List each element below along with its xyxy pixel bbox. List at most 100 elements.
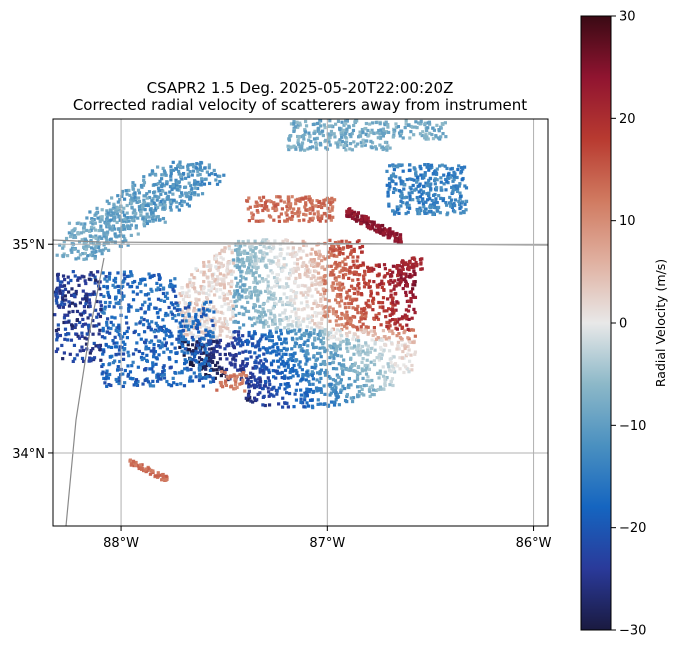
echo-cell [249,296,253,300]
echo-cell [293,280,297,284]
echo-cell [224,367,229,372]
echo-cell [264,239,268,244]
echo-cell [291,271,295,275]
echo-cell [318,351,322,355]
echo-cell [279,348,284,353]
echo-cell [299,397,303,401]
echo-cell [323,279,327,283]
echo-cell [169,331,173,335]
echo-cell [459,205,463,209]
echo-cell [208,268,212,272]
echo-cell [278,285,282,289]
echo-cell [346,319,350,324]
echo-cell [202,343,206,347]
echo-cell [357,343,361,347]
echo-cell [234,338,238,342]
echo-cell [102,348,106,352]
echo-cell [123,381,127,385]
echo-cell [329,353,333,357]
echo-cell [368,225,372,230]
echo-cell [187,312,191,316]
echo-cell [282,292,286,296]
echo-cell [198,337,202,341]
echo-cell [293,341,298,345]
echo-cell [413,295,418,300]
colorbar-label: Radial Velocity (m/s) [653,259,668,387]
echo-cell [256,259,261,263]
echo-cell [124,239,128,243]
echo-cell [157,376,161,381]
echo-cell [340,120,344,124]
echo-cell [277,262,281,266]
echo-cell [313,299,317,303]
echo-cell [218,345,222,349]
echo-cell [372,393,376,397]
echo-cell [341,260,345,264]
echo-cell [205,351,209,355]
echo-cell [239,338,243,342]
echo-cell [344,131,348,135]
echo-cell [295,382,299,386]
echo-cell [349,214,353,218]
echo-cell [107,277,111,281]
echo-cell [218,288,223,292]
echo-cell [115,208,119,212]
echo-cell [206,316,210,320]
echo-cell [364,343,368,347]
echo-cell [290,347,294,351]
echo-cell [171,303,175,307]
echo-cell [405,201,409,205]
echo-cell [238,265,242,269]
echo-cell [213,363,218,367]
echo-cell [212,310,216,314]
echo-cell [205,170,209,174]
echo-cell [418,132,423,136]
echo-cell [191,162,195,167]
echo-cell [207,302,212,307]
echo-cell [273,318,277,322]
echo-cell [204,363,209,368]
echo-cell [407,299,411,303]
echo-cell [328,209,332,213]
echo-cell [142,219,146,223]
echo-cell [114,301,118,305]
echo-cell [112,227,117,231]
echo-cell [117,379,121,383]
echo-cell [269,215,273,219]
echo-cell [133,279,137,284]
echo-cell [333,122,338,126]
echo-cell [102,234,106,238]
echo-cell [199,311,203,315]
echo-cell [182,384,187,388]
echo-cell [391,264,396,268]
echo-cell [130,218,135,222]
echo-cell [328,356,332,360]
echo-cell [252,396,257,400]
echo-cell [233,264,237,268]
echo-cell [267,296,271,300]
echo-cell [251,400,255,404]
echo-cell [227,245,231,249]
echo-cell [168,366,172,370]
echo-cell [263,264,267,268]
echo-cell [400,163,404,167]
echo-cell [126,350,130,354]
echo-cell [207,309,212,313]
echo-cell [175,205,179,209]
echo-cell [283,382,287,386]
echo-cell [101,248,105,252]
echo-cell [174,200,178,204]
echo-cell [338,304,342,308]
echo-cell [187,181,191,185]
echo-cell [152,346,156,351]
echo-cell [203,347,207,351]
echo-cell [413,352,417,356]
echo-cell [286,376,290,380]
echo-cell [366,367,370,371]
echo-cell [163,313,168,318]
echo-cell [117,234,121,238]
echo-cell [303,284,307,288]
echo-cell [377,376,381,380]
echo-cell [231,261,236,265]
echo-cell [131,184,135,188]
